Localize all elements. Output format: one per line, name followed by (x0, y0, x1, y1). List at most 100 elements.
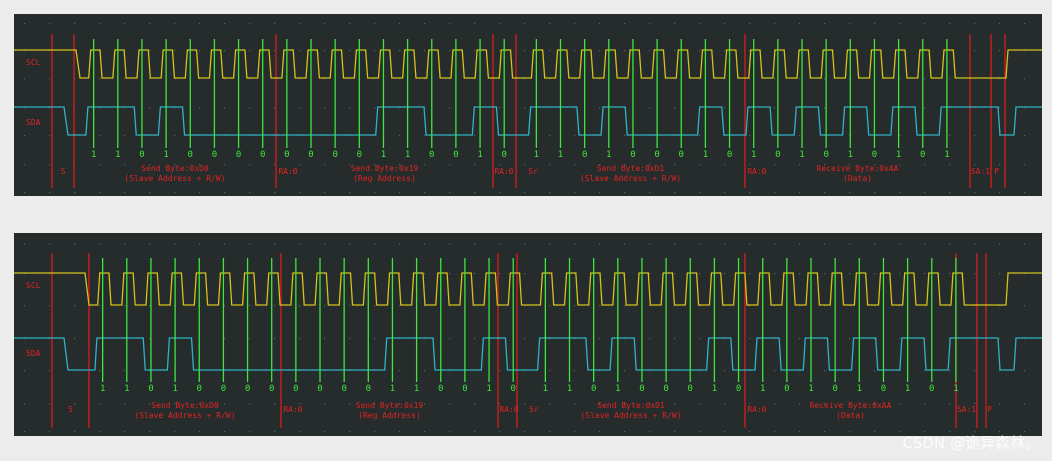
grid-dot (1024, 403, 1026, 405)
grid-dot (249, 305, 251, 307)
bit-label: 0 (663, 384, 668, 394)
bit-label: 0 (308, 150, 313, 160)
grid-dot (224, 192, 226, 194)
grid-dot (499, 50, 501, 52)
grid-dot (549, 23, 551, 25)
grid-dot (849, 192, 851, 194)
grid-dot (549, 243, 551, 245)
grid-dot (449, 50, 451, 52)
grid-dot (524, 164, 526, 166)
grid-dot (449, 107, 451, 109)
field-label-title: Send Byte:0xD0 (151, 401, 219, 410)
bit-label: 0 (510, 384, 515, 394)
grid-dot (324, 403, 326, 405)
grid-dot (824, 403, 826, 405)
grid-dot (149, 23, 151, 25)
grid-dot (149, 78, 151, 80)
grid-dot (749, 273, 751, 275)
grid-dot (599, 338, 601, 340)
grid-dot (424, 192, 426, 194)
grid-dot (224, 305, 226, 307)
grid-dot (699, 164, 701, 166)
bit-label: 0 (630, 150, 635, 160)
bit-label: 0 (429, 150, 434, 160)
grid-dot (924, 431, 926, 433)
grid-dot (274, 305, 276, 307)
bit-label: 0 (332, 150, 337, 160)
grid-dot (699, 338, 701, 340)
bit-label: 0 (591, 384, 596, 394)
grid-dot (799, 192, 801, 194)
grid-dot (324, 50, 326, 52)
grid-dot (599, 50, 601, 52)
grid-dot (299, 23, 301, 25)
grid-dot (274, 403, 276, 405)
grid-dot (224, 403, 226, 405)
grid-dot (324, 107, 326, 109)
grid-dot (24, 305, 26, 307)
grid-dot (574, 50, 576, 52)
field-label-title: Send Byte:0xD0 (141, 164, 209, 173)
grid-dot (924, 23, 926, 25)
grid-dot (649, 431, 651, 433)
grid-dot (674, 243, 676, 245)
grid-dot (324, 243, 326, 245)
grid-dot (249, 403, 251, 405)
grid-dot (399, 23, 401, 25)
grid-dot (899, 78, 901, 80)
grid-dot (724, 164, 726, 166)
grid-dot (674, 403, 676, 405)
grid-dot (149, 50, 151, 52)
bit-label: 1 (477, 150, 482, 160)
field-label-subtitle: (Data) (836, 411, 865, 420)
bit-label: 0 (784, 384, 789, 394)
grid-dot (374, 192, 376, 194)
grid-dot (624, 305, 626, 307)
grid-dot (249, 23, 251, 25)
grid-dot (299, 403, 301, 405)
bit-label: 0 (260, 150, 265, 160)
grid-dot (974, 243, 976, 245)
grid-dot (174, 50, 176, 52)
grid-dot (499, 403, 501, 405)
field-label-title: Send Byte:0x19 (351, 164, 419, 173)
bit-label: 1 (751, 150, 756, 160)
grid-dot (974, 370, 976, 372)
grid-dot (224, 431, 226, 433)
grid-dot (674, 273, 676, 275)
grid-dot (49, 305, 51, 307)
grid-dot (299, 107, 301, 109)
grid-dot (549, 431, 551, 433)
grid-dot (649, 403, 651, 405)
grid-dot (849, 243, 851, 245)
grid-dot (549, 370, 551, 372)
grid-dot (849, 23, 851, 25)
grid-dot (474, 273, 476, 275)
grid-dot (449, 431, 451, 433)
grid-dot (74, 431, 76, 433)
field-label-subtitle: (Slave Address + R/W) (124, 174, 225, 183)
bit-label: 0 (366, 384, 371, 394)
grid-dot (49, 135, 51, 137)
grid-dot (349, 431, 351, 433)
grid-dot (824, 370, 826, 372)
grid-dot (424, 431, 426, 433)
grid-dot (724, 23, 726, 25)
grid-dot (674, 431, 676, 433)
bit-label: 0 (221, 384, 226, 394)
grid-dot (649, 338, 651, 340)
grid-dot (249, 164, 251, 166)
grid-dot (499, 431, 501, 433)
grid-dot (649, 243, 651, 245)
grid-dot (449, 192, 451, 194)
grid-dot (924, 192, 926, 194)
event-label: P (987, 405, 992, 414)
grid-dot (374, 403, 376, 405)
bit-label: 0 (872, 150, 877, 160)
grid-dot (424, 164, 426, 166)
event-label: RA:0 (278, 167, 297, 176)
bit-label: 1 (100, 384, 105, 394)
field-label-subtitle: (Reg Address) (353, 174, 416, 183)
event-label: SA:1 (957, 405, 976, 414)
grid-dot (174, 23, 176, 25)
